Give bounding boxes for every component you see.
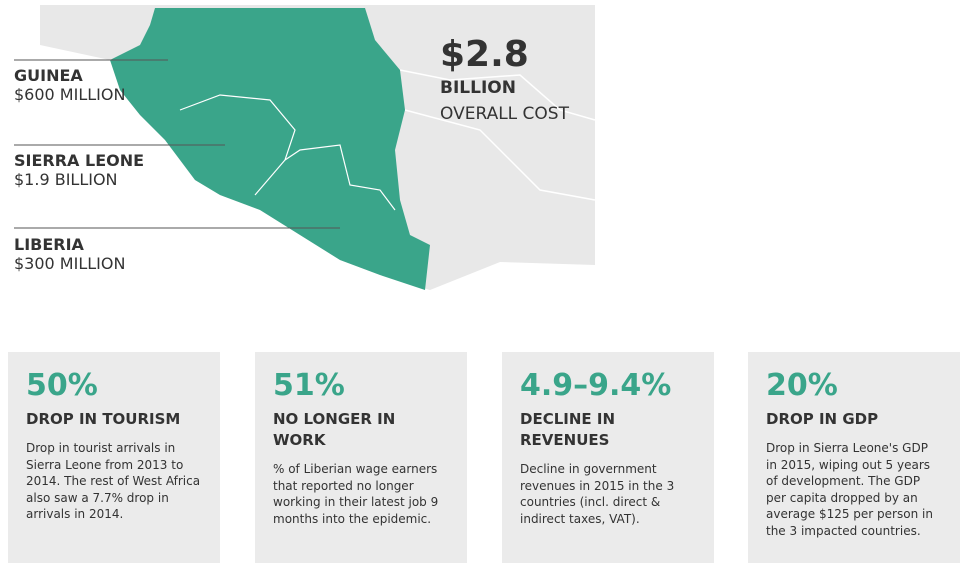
border bbox=[179, 94, 296, 196]
border bbox=[284, 144, 396, 211]
stat-heading: DROP IN TOURISM bbox=[26, 410, 181, 428]
country-cost: $600 MILLION bbox=[14, 85, 126, 104]
stat-card: 51% NO LONGER IN WORK % of Liberian wage e… bbox=[255, 352, 467, 563]
stat-heading: DROP IN GDP bbox=[766, 410, 879, 428]
country-name: GUINEA bbox=[14, 66, 83, 85]
border bbox=[404, 109, 596, 201]
stat-body: Drop in tourist arrivals in Sierra Leone… bbox=[26, 441, 201, 521]
stat-body: % of Liberian wage earners that reported… bbox=[273, 462, 439, 526]
total-amount: $2.8 bbox=[440, 34, 529, 75]
total-unit: BILLION bbox=[440, 78, 516, 98]
stat-figure: 51% bbox=[273, 368, 345, 403]
total-label: OVERALL COST bbox=[440, 104, 569, 124]
stat-card: 50% DROP IN TOURISM Drop in tourist arriva… bbox=[8, 352, 220, 563]
country-cost: $1.9 BILLION bbox=[14, 170, 118, 189]
country: LIBERIA $300 MILLION bbox=[14, 235, 125, 273]
stat-body: Drop in Sierra Leone's GDP in 2015, wipi… bbox=[766, 441, 933, 538]
map bbox=[14, 5, 596, 290]
stat-card: 20% DROP IN GDP Drop in Sierra Leone's GDP… bbox=[748, 352, 960, 563]
stat-body: Decline in government revenues in 2015 i… bbox=[520, 462, 675, 526]
stat-figure: 50% bbox=[26, 368, 98, 403]
stat-figure: 4.9–9.4% bbox=[520, 368, 672, 403]
border bbox=[399, 69, 596, 121]
region bbox=[110, 8, 430, 290]
stat-heading: NO LONGER IN WORK bbox=[273, 410, 396, 449]
stat-heading: DECLINE IN REVENUES bbox=[520, 410, 616, 449]
country: SIERRA LEONE $1.9 BILLION bbox=[14, 151, 144, 189]
stat-card: 4.9–9.4% DECLINE IN REVENUES Decline in go… bbox=[502, 352, 714, 563]
country-name: LIBERIA bbox=[14, 235, 84, 254]
country-cost: $300 MILLION bbox=[14, 254, 126, 273]
stat-figure: 20% bbox=[766, 368, 838, 403]
country-name: SIERRA LEONE bbox=[14, 151, 145, 170]
country: GUINEA $600 MILLION bbox=[14, 66, 125, 104]
